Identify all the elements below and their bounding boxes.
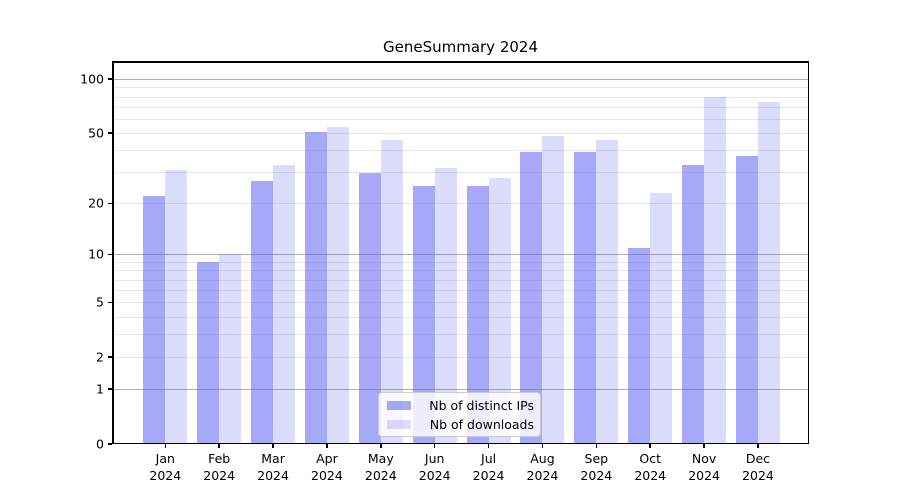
ytick-label-20: 20 <box>88 195 104 211</box>
bar-ips-dec <box>735 156 758 444</box>
gridline-5 <box>112 302 809 304</box>
ytick-label-50: 50 <box>88 125 104 141</box>
bar-ips-jan <box>143 196 166 444</box>
legend-label-distinct-ips: Nb of distinct IPs <box>429 397 534 413</box>
bar-ips-feb <box>197 261 220 444</box>
bar-downloads-sep <box>596 139 619 444</box>
bar-downloads-jun <box>434 167 457 444</box>
bar-ips-jul <box>466 186 489 444</box>
gridline-90 <box>112 87 809 89</box>
gridline-4 <box>112 316 809 318</box>
xtick-label-jun: Jun 2024 <box>418 451 451 483</box>
xtick-label-nov: Nov 2024 <box>688 451 720 483</box>
gridline-20 <box>112 203 809 205</box>
bar-downloads-jul <box>488 177 511 444</box>
bar-ips-may <box>358 172 381 444</box>
xtick-mark-jan <box>164 444 167 448</box>
xtick-mark-oct <box>649 444 651 448</box>
gridline-10 <box>112 254 809 256</box>
xtick-mark-jun <box>433 444 436 448</box>
xtick-mark-may <box>380 444 382 448</box>
legend-swatch-downloads <box>387 419 411 429</box>
axis-spine-left <box>112 61 114 444</box>
ytick-mark-20 <box>108 202 112 205</box>
gridline-50 <box>112 133 809 135</box>
bar-ips-aug <box>520 152 543 444</box>
ytick-mark-50 <box>108 132 112 134</box>
gridline-70 <box>112 106 809 108</box>
xtick-mark-dec <box>757 444 759 448</box>
gridline-9 <box>112 261 809 263</box>
gridline-100 <box>112 79 809 81</box>
xtick-mark-sep <box>595 444 598 448</box>
ytick-mark-1 <box>108 388 112 390</box>
ytick-label-10: 10 <box>88 246 104 262</box>
xtick-mark-aug <box>541 444 544 448</box>
gridline-30 <box>112 172 809 174</box>
chart-title: GeneSummary 2024 <box>382 38 539 56</box>
gridline-60 <box>112 118 809 120</box>
ytick-label-0: 0 <box>96 436 104 452</box>
gridline-40 <box>112 150 809 152</box>
gridline-8 <box>112 270 809 272</box>
bar-ips-jun <box>412 186 435 444</box>
bar-downloads-apr <box>326 127 349 444</box>
gridline-3 <box>112 334 809 336</box>
xtick-label-dec: Dec 2024 <box>742 451 774 483</box>
gridline-80 <box>112 96 809 98</box>
gridline-7 <box>112 279 809 281</box>
ytick-label-1: 1 <box>96 381 104 397</box>
bar-downloads-nov <box>704 96 727 444</box>
bar-downloads-aug <box>542 136 565 444</box>
xtick-label-feb: Feb 2024 <box>203 451 236 483</box>
ytick-mark-2 <box>108 356 112 358</box>
axis-spine-bottom <box>112 442 809 444</box>
xtick-label-jul: Jul 2024 <box>472 451 505 483</box>
xtick-mark-mar <box>272 444 274 448</box>
axis-spine-top <box>112 61 809 63</box>
bar-ips-nov <box>682 165 705 444</box>
bar-downloads-dec <box>757 101 780 444</box>
ytick-mark-0 <box>108 443 112 445</box>
bar-ips-mar <box>251 180 274 444</box>
bar-downloads-may <box>380 139 403 444</box>
gridline-6 <box>112 290 809 292</box>
ytick-mark-5 <box>108 301 112 304</box>
xtick-label-mar: Mar 2024 <box>257 451 289 483</box>
xtick-mark-apr <box>326 444 328 448</box>
ytick-mark-100 <box>108 78 112 80</box>
xtick-mark-nov <box>703 444 705 448</box>
legend: Nb of distinct IPs Nb of downloads <box>378 392 541 437</box>
plot-area <box>112 61 809 444</box>
bar-downloads-jan <box>165 170 188 444</box>
ytick-mark-10 <box>108 253 112 256</box>
xtick-label-jan: Jan 2024 <box>149 451 182 483</box>
xtick-label-sep: Sep 2024 <box>580 451 613 483</box>
xtick-label-apr: Apr 2024 <box>311 451 343 483</box>
legend-swatch-distinct-ips <box>387 400 411 410</box>
xtick-label-may: May 2024 <box>364 451 397 483</box>
legend-label-downloads: Nb of downloads <box>429 416 534 432</box>
gridline-1 <box>112 389 809 391</box>
bar-ips-sep <box>574 152 597 444</box>
ytick-label-100: 100 <box>80 71 104 87</box>
ytick-label-5: 5 <box>96 294 104 310</box>
legend-item-downloads: Nb of downloads <box>385 417 534 432</box>
xtick-mark-feb <box>218 444 220 448</box>
ytick-label-2: 2 <box>96 349 104 365</box>
xtick-mark-jul <box>487 444 490 448</box>
bar-ips-apr <box>304 131 327 444</box>
gridline-2 <box>112 357 809 359</box>
xtick-label-oct: Oct 2024 <box>634 451 667 483</box>
bar-downloads-mar <box>273 165 296 444</box>
legend-item-distinct-ips: Nb of distinct IPs <box>385 398 534 413</box>
bar-ips-oct <box>628 247 651 444</box>
axis-spine-right <box>807 61 809 444</box>
xtick-label-aug: Aug 2024 <box>526 451 559 483</box>
bar-downloads-feb <box>219 254 242 444</box>
bar-downloads-oct <box>650 192 673 444</box>
